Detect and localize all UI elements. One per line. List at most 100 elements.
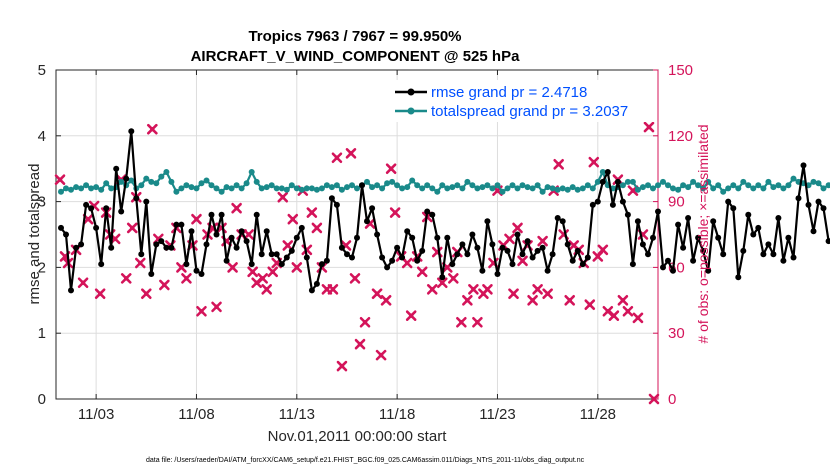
obs-marker-core (600, 247, 606, 253)
totalspread-point (344, 184, 350, 191)
rmse-point (359, 182, 365, 189)
totalspread-point (665, 182, 671, 189)
totalspread-point (298, 186, 305, 193)
y-right-tick-label: 150 (668, 62, 693, 79)
obs-marker (331, 152, 343, 164)
totalspread-point (384, 180, 391, 187)
rmse-point (745, 211, 752, 218)
rmse-point (153, 241, 160, 248)
rmse-point (474, 244, 481, 251)
obs-marker-core (635, 315, 641, 321)
rmse-point (755, 224, 762, 231)
obs-marker-core (264, 287, 269, 292)
rmse-point (519, 251, 526, 258)
chart-title: Tropics 7963 / 7967 = 99.950% (248, 28, 461, 45)
totalspread-point (529, 185, 536, 192)
totalspread-point (439, 182, 446, 189)
totalspread-point (78, 185, 85, 192)
rmse-point (785, 234, 792, 241)
rmse-point (178, 221, 185, 228)
obs-marker (277, 191, 289, 203)
totalspread-point (328, 184, 335, 191)
rmse-point (123, 175, 130, 182)
rmse-point (529, 254, 536, 261)
rmse-point (660, 264, 666, 271)
rmse-point (619, 198, 626, 205)
rmse-point (298, 224, 305, 231)
rmse-point (253, 211, 260, 218)
obs-marker (231, 202, 242, 214)
rmse-point (228, 234, 235, 241)
totalspread-point (639, 184, 646, 191)
obs-marker-core (507, 236, 512, 242)
obs-marker (597, 244, 609, 256)
totalspread-point (83, 182, 90, 189)
y-right-axis-label: # of obs: o=possible; ×=assimilated (695, 124, 711, 343)
rmse-point (83, 201, 90, 208)
rmse-point (439, 274, 446, 281)
obs-marker (141, 288, 152, 300)
rmse-point (414, 257, 421, 264)
rmse-point (735, 274, 742, 281)
rmse-point (685, 215, 692, 221)
rmse-point (594, 198, 601, 205)
totalspread-point (785, 182, 792, 189)
rmse-point (198, 271, 205, 277)
obs-marker-core (348, 151, 354, 156)
totalspread-point (253, 178, 260, 185)
totalspread-point (404, 184, 411, 191)
rmse-point (514, 231, 521, 238)
obs-marker-core (334, 155, 340, 160)
totalspread-point (695, 182, 702, 189)
rmse-point (760, 251, 767, 258)
totalspread-point (278, 185, 285, 192)
totalspread-point (349, 182, 355, 189)
totalspread-point (73, 184, 80, 191)
rmse-point (248, 261, 255, 268)
obs-marker (282, 240, 294, 251)
rmse-point (399, 254, 406, 261)
obs-marker-core (471, 287, 476, 292)
totalspread-point (489, 185, 496, 192)
obs-marker (632, 312, 644, 324)
obs-marker-core (57, 177, 63, 182)
obs-marker-core (162, 282, 167, 288)
obs-marker (196, 305, 207, 317)
totalspread-point (539, 188, 546, 195)
obs-marker-core (199, 309, 204, 314)
rmse-point (293, 234, 300, 241)
obs-marker (120, 273, 132, 284)
obs-marker-core (651, 396, 657, 402)
obs-marker (247, 266, 258, 278)
rmse-point (148, 271, 155, 277)
rmse-point (419, 247, 426, 254)
rmse-point (93, 224, 100, 231)
rmse-point (584, 254, 591, 261)
totalspread-point (419, 185, 426, 192)
totalspread-point (725, 185, 732, 192)
obs-marker (553, 159, 564, 170)
totalspread-point (243, 180, 250, 187)
rmse-point (509, 261, 516, 268)
totalspread-point (248, 169, 255, 175)
obs-marker-core (270, 269, 275, 274)
totalspread-point (815, 180, 822, 187)
totalspread-point (760, 185, 767, 192)
rmse-point (434, 234, 441, 241)
totalspread-point (203, 177, 210, 184)
totalspread-point (650, 185, 656, 192)
rmse-point (790, 254, 797, 261)
totalspread-point (313, 186, 320, 193)
rmse-point (484, 218, 491, 225)
rmse-point (133, 195, 140, 202)
totalspread-point (574, 186, 581, 193)
obs-marker-core (530, 298, 535, 303)
y-tick-label: 3 (38, 194, 46, 211)
obs-marker-core (124, 276, 129, 281)
legend-rmse-label: rmse grand pr = 2.4718 (431, 84, 587, 101)
totalspread-point (599, 169, 606, 175)
obs-marker-core (352, 276, 358, 281)
y-tick-label: 4 (38, 128, 46, 145)
obs-marker-core (144, 291, 149, 296)
totalspread-point (188, 184, 195, 191)
